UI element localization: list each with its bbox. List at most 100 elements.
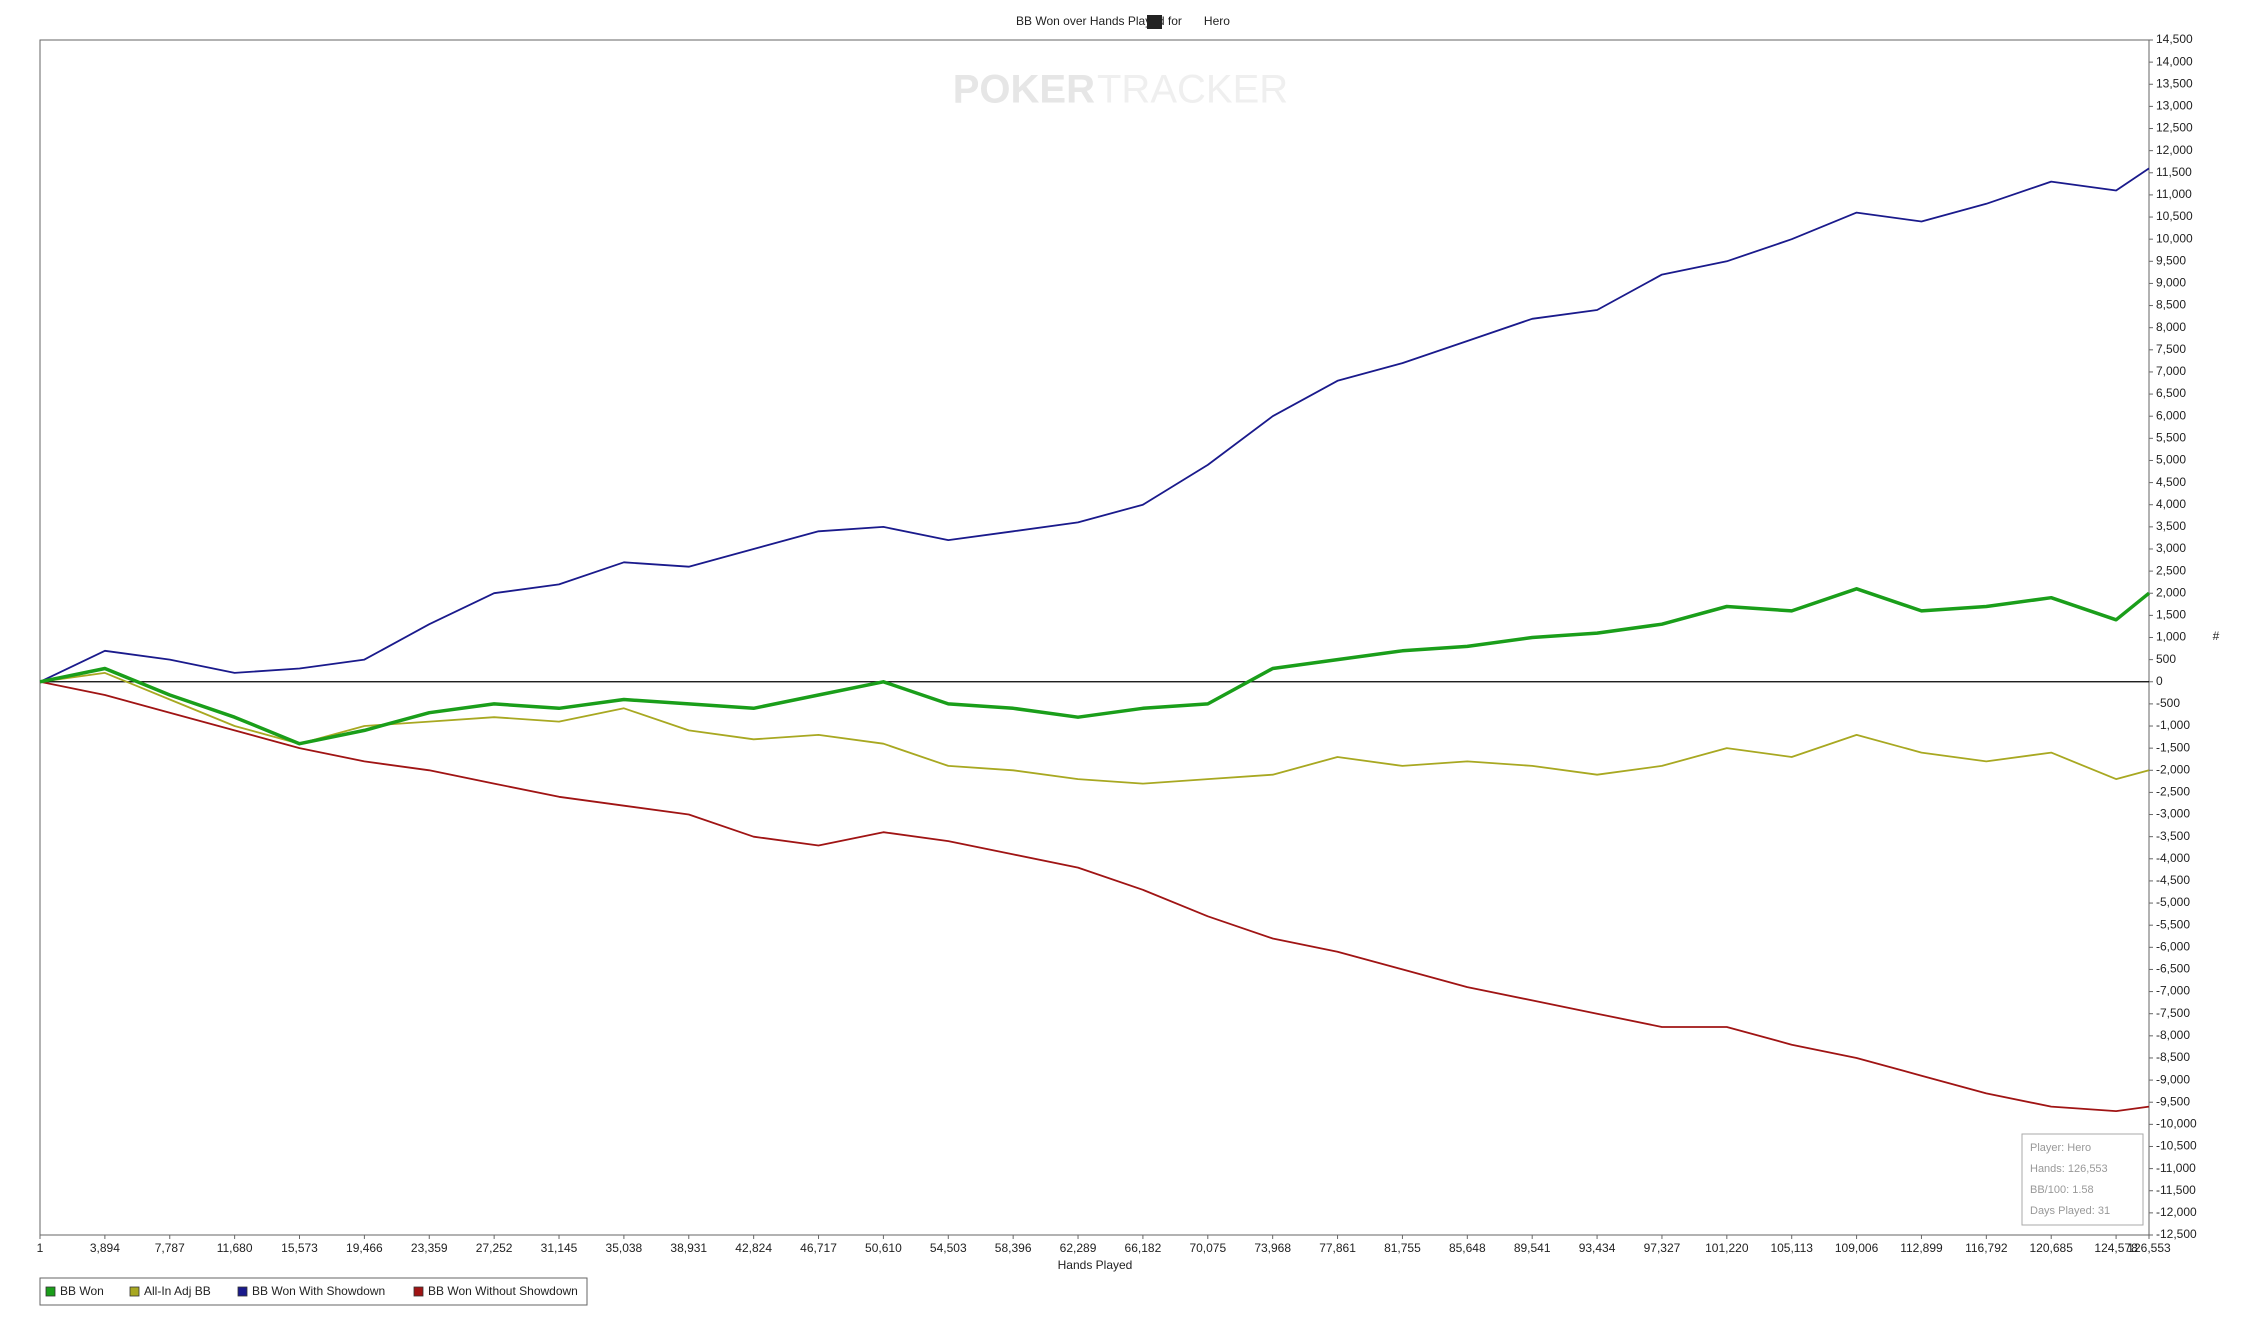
y-tick-label: 8,500	[2156, 298, 2186, 312]
y-tick-label: -6,500	[2156, 962, 2190, 976]
y-tick-label: -8,500	[2156, 1050, 2190, 1064]
x-tick-label: 109,006	[1835, 1241, 1879, 1255]
player-icon	[1147, 15, 1162, 29]
x-tick-label: 81,755	[1384, 1241, 1421, 1255]
x-tick-label: 85,648	[1449, 1241, 1486, 1255]
y-tick-label: -7,500	[2156, 1006, 2190, 1020]
y-tick-label: -9,500	[2156, 1094, 2190, 1108]
y-tick-label: 8,000	[2156, 320, 2186, 334]
y-tick-label: 13,500	[2156, 76, 2193, 90]
y-tick-label: -5,000	[2156, 895, 2190, 909]
x-tick-label: 54,503	[930, 1241, 967, 1255]
y-tick-label: 6,000	[2156, 408, 2186, 422]
y-tick-label: 4,500	[2156, 475, 2186, 489]
x-tick-label: 120,685	[2030, 1241, 2074, 1255]
x-tick-label: 73,968	[1254, 1241, 1291, 1255]
legend-label: BB Won Without Showdown	[428, 1284, 578, 1298]
x-tick-label: 35,038	[606, 1241, 643, 1255]
watermark: POKER	[953, 68, 1095, 112]
y-tick-label: 9,500	[2156, 253, 2186, 267]
x-tick-label: 42,824	[735, 1241, 772, 1255]
y-tick-label: 10,500	[2156, 209, 2193, 223]
legend-label: BB Won With Showdown	[252, 1284, 385, 1298]
y-tick-label: -10,500	[2156, 1139, 2197, 1153]
y-tick-label: -12,500	[2156, 1227, 2197, 1241]
x-tick-label: 97,327	[1644, 1241, 1681, 1255]
legend-swatch	[129, 1286, 140, 1297]
info-box	[2021, 1133, 2144, 1226]
x-tick-label: 101,220	[1705, 1241, 1749, 1255]
legend: BB Won All-In Adj BB BB Won With Showdown B…	[39, 1277, 588, 1306]
y-tick-label: 12,500	[2156, 121, 2193, 135]
y-tick-label: 1,500	[2156, 608, 2186, 622]
y-tick-label: -1,000	[2156, 718, 2190, 732]
y-tick-label: -2,000	[2156, 762, 2190, 776]
x-tick-label: 62,289	[1060, 1241, 1097, 1255]
x-tick-label: 3,894	[90, 1241, 120, 1255]
x-tick-label: 105,113	[1770, 1241, 1813, 1255]
x-tick-label: 126,553	[2127, 1241, 2171, 1255]
x-tick-label: 124,578	[2094, 1241, 2138, 1255]
y-tick-label: 7,500	[2156, 342, 2186, 356]
series-line	[39, 167, 2150, 683]
x-tick-label: 93,434	[1579, 1241, 1616, 1255]
y-tick-label: -500	[2156, 696, 2180, 710]
x-tick-label: 15,573	[281, 1241, 318, 1255]
x-tick-label: 23,359	[411, 1241, 448, 1255]
y-tick-label: 11,500	[2156, 165, 2192, 179]
y-axis-label: #	[2213, 629, 2220, 643]
x-tick-label: 38,931	[670, 1241, 707, 1255]
info-text: Player: Hero	[2030, 1142, 2091, 1154]
plot-area	[39, 39, 2150, 1236]
y-tick-label: -2,500	[2156, 785, 2190, 799]
series-line	[39, 587, 2151, 746]
legend-swatch	[237, 1286, 248, 1297]
x-tick-label: 1	[37, 1241, 44, 1255]
x-tick-label: 116,792	[1965, 1241, 2008, 1255]
x-tick-label: 7,787	[155, 1241, 185, 1255]
info-text: BB/100: 1.58	[2030, 1184, 2094, 1196]
y-tick-label: -4,000	[2156, 851, 2190, 865]
y-tick-label: -10,000	[2156, 1117, 2197, 1131]
y-tick-label: 10,000	[2156, 231, 2193, 245]
x-tick-label: 31,145	[541, 1241, 578, 1255]
y-tick-label: 9,000	[2156, 276, 2186, 290]
y-tick-label: -1,500	[2156, 740, 2190, 754]
legend-swatch	[45, 1286, 56, 1297]
x-tick-label: 50,610	[865, 1241, 902, 1255]
y-tick-label: -8,000	[2156, 1028, 2190, 1042]
y-tick-label: 14,500	[2156, 32, 2193, 46]
x-tick-label: 66,182	[1125, 1241, 1162, 1255]
y-tick-label: 2,500	[2156, 563, 2186, 577]
y-tick-label: 3,500	[2156, 519, 2186, 533]
y-tick-label: 500	[2156, 652, 2176, 666]
title-text: BB Won over Hands Played for	[1016, 14, 1182, 28]
x-tick-label: 70,075	[1189, 1241, 1226, 1255]
y-tick-label: -6,000	[2156, 939, 2190, 953]
y-tick-label: -5,500	[2156, 917, 2190, 931]
series-line	[39, 680, 2150, 1112]
y-tick-label: 4,000	[2156, 497, 2186, 511]
y-tick-label: -7,000	[2156, 984, 2190, 998]
y-tick-label: 6,500	[2156, 386, 2186, 400]
y-tick-label: 3,000	[2156, 541, 2186, 555]
y-tick-label: 13,000	[2156, 99, 2193, 113]
series-line	[39, 672, 2150, 785]
y-tick-label: 11,000	[2156, 187, 2192, 201]
x-tick-label: 77,861	[1319, 1241, 1356, 1255]
y-tick-label: 7,000	[2156, 364, 2186, 378]
x-tick-label: 19,466	[346, 1241, 383, 1255]
x-tick-label: 11,680	[217, 1241, 253, 1255]
info-text: Hands: 126,553	[2030, 1163, 2108, 1175]
y-tick-label: -4,500	[2156, 873, 2190, 887]
x-tick-label: 46,717	[800, 1241, 837, 1255]
legend-label: All-In Adj BB	[144, 1284, 211, 1298]
chart-title: BB Won over Hands Played for Hero	[1016, 14, 1230, 28]
y-tick-label: -12,000	[2156, 1205, 2197, 1219]
x-tick-label: 89,541	[1514, 1241, 1551, 1255]
legend-swatch	[413, 1286, 424, 1297]
x-tick-label: 58,396	[995, 1241, 1032, 1255]
info-text: Days Played: 31	[2030, 1205, 2110, 1217]
